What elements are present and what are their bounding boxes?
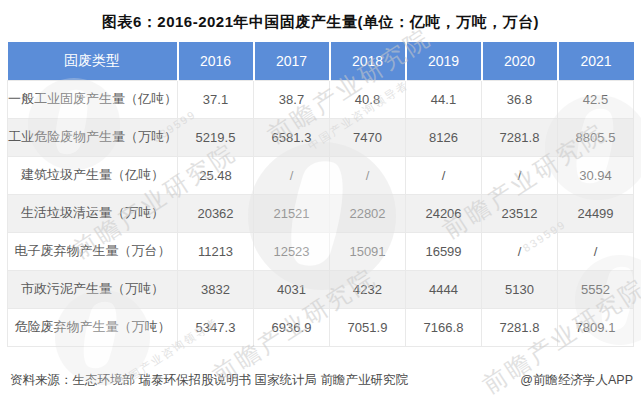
table-cell: 7051.9	[330, 308, 406, 346]
source-note: 资料来源：生态环境部 瑞泰环保招股说明书 国家统计局 前瞻产业研究院	[10, 372, 408, 389]
column-header-2021: 2021	[558, 42, 634, 80]
row-label: 电子废弃物产生量（万台）	[8, 232, 178, 270]
table-cell: 12523	[254, 232, 330, 270]
table-container: 固废类型 2016 2017 2018 2019 2020 2021 一般工业固…	[7, 42, 634, 347]
table-cell: 23512	[482, 194, 558, 232]
table-cell: 11213	[178, 232, 254, 270]
table-cell: 6581.3	[254, 118, 330, 156]
table-cell: 15091	[330, 232, 406, 270]
table-cell: 25.48	[178, 156, 254, 194]
table-row: 工业危险废物产生量（万吨） 5219.5 6581.3 7470 8126 72…	[8, 118, 634, 156]
figure-page: 图表6：2016-2021年中国固废产生量(单位：亿吨，万吨，万台) 固废类型 …	[0, 0, 641, 347]
table-cell: 7281.8	[482, 118, 558, 156]
header-row: 固废类型 2016 2017 2018 2019 2020 2021	[8, 42, 634, 80]
table-cell: /	[482, 156, 558, 194]
table-cell: 7809.1	[558, 308, 634, 346]
column-header-2020: 2020	[482, 42, 558, 80]
table-cell: 6936.9	[254, 308, 330, 346]
table-row: 电子废弃物产生量（万台） 11213 12523 15091 16599 / /	[8, 232, 634, 270]
table-cell: 7470	[330, 118, 406, 156]
table-cell: 3832	[178, 270, 254, 308]
table-cell: /	[254, 156, 330, 194]
table-cell: 5552	[558, 270, 634, 308]
column-header-2018: 2018	[330, 42, 406, 80]
table-cell: 16599	[406, 232, 482, 270]
table-cell: 4444	[406, 270, 482, 308]
footer: 资料来源：生态环境部 瑞泰环保招股说明书 国家统计局 前瞻产业研究院 @前瞻经济…	[10, 372, 633, 389]
table-cell: 8805.5	[558, 118, 634, 156]
figure-title: 图表6：2016-2021年中国固废产生量(单位：亿吨，万吨，万台)	[0, 0, 641, 32]
table-cell: 40.8	[330, 80, 406, 118]
table-cell: 4031	[254, 270, 330, 308]
table-row: 危险废弃物产生量（万吨） 5347.3 6936.9 7051.9 7166.8…	[8, 308, 634, 346]
attribution-note: @前瞻经济学人APP	[520, 372, 633, 389]
table-cell: 22802	[330, 194, 406, 232]
table-cell: /	[330, 156, 406, 194]
table-cell: 5347.3	[178, 308, 254, 346]
table-cell: 36.8	[482, 80, 558, 118]
table-cell: 20362	[178, 194, 254, 232]
table-cell: 38.7	[254, 80, 330, 118]
column-header-2017: 2017	[254, 42, 330, 80]
row-label: 一般工业固废产生量（亿吨）	[8, 80, 178, 118]
column-header-2016: 2016	[178, 42, 254, 80]
table-cell: 44.1	[406, 80, 482, 118]
row-label: 建筑垃圾产生量（亿吨）	[8, 156, 178, 194]
table-row: 市政污泥产生量（万吨） 3832 4031 4232 4444 5130 555…	[8, 270, 634, 308]
row-label: 生活垃圾清运量（万吨）	[8, 194, 178, 232]
table-row: 生活垃圾清运量（万吨） 20362 21521 22802 24206 2351…	[8, 194, 634, 232]
table-cell: 24499	[558, 194, 634, 232]
table-cell: 7166.8	[406, 308, 482, 346]
table-cell: 5130	[482, 270, 558, 308]
table-cell: 37.1	[178, 80, 254, 118]
solid-waste-table: 固废类型 2016 2017 2018 2019 2020 2021 一般工业固…	[7, 42, 634, 347]
table-cell: 24206	[406, 194, 482, 232]
column-header-type: 固废类型	[8, 42, 178, 80]
table-cell: 4232	[330, 270, 406, 308]
table-cell: 42.5	[558, 80, 634, 118]
row-label: 工业危险废物产生量（万吨）	[8, 118, 178, 156]
row-label: 危险废弃物产生量（万吨）	[8, 308, 178, 346]
column-header-2019: 2019	[406, 42, 482, 80]
table-cell: /	[406, 156, 482, 194]
table-cell: /	[482, 232, 558, 270]
table-cell: 5219.5	[178, 118, 254, 156]
table-row: 建筑垃圾产生量（亿吨） 25.48 / / / / 30.94	[8, 156, 634, 194]
table-row: 一般工业固废产生量（亿吨） 37.1 38.7 40.8 44.1 36.8 4…	[8, 80, 634, 118]
table-cell: 8126	[406, 118, 482, 156]
table-cell: 7281.8	[482, 308, 558, 346]
table-cell: 30.94	[558, 156, 634, 194]
row-label: 市政污泥产生量（万吨）	[8, 270, 178, 308]
table-cell: /	[558, 232, 634, 270]
table-cell: 21521	[254, 194, 330, 232]
